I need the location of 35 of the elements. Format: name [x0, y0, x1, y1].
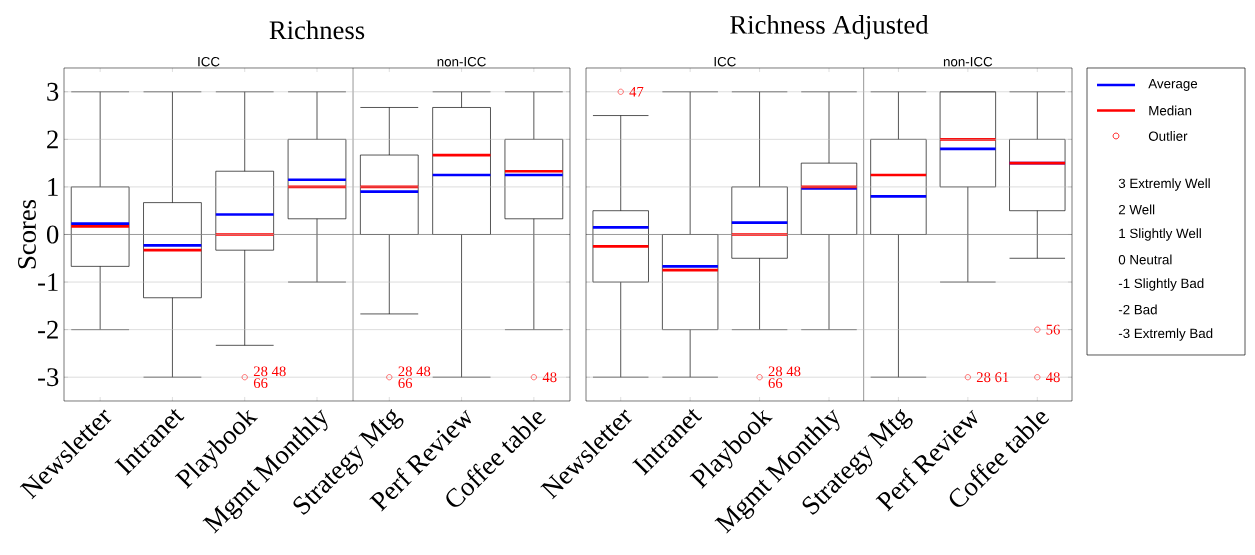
legend-label: Median — [1149, 105, 1192, 116]
annotation: 28 61 — [976, 372, 1009, 383]
legend-label: Outlier — [1148, 131, 1188, 141]
text: 2 Well — [1118, 204, 1155, 215]
annotation: 47 — [629, 86, 644, 97]
band-label: ICC — [714, 56, 736, 67]
text: 1 Slightly Well — [1119, 228, 1201, 241]
annotation: 48 — [1045, 372, 1060, 383]
text: 3 Extremly Well — [1118, 178, 1210, 191]
annotation: 28 48 — [253, 366, 286, 377]
y-tick-label: 3 — [47, 82, 59, 101]
y-tick-label: 0 — [46, 225, 59, 244]
band-label: non-ICC — [437, 56, 486, 67]
annotation: 66 — [398, 378, 413, 388]
annotation: 48 — [542, 372, 557, 383]
annotation: 56 — [1046, 324, 1060, 335]
text: -2 Bad — [1118, 304, 1157, 315]
y-tick-label: 2 — [47, 130, 58, 149]
y-tick-label: 1 — [48, 178, 58, 196]
text: 0 Neutral — [1118, 254, 1172, 265]
text: -3 Extremly Bad — [1118, 328, 1213, 341]
annotation: 66 — [768, 378, 783, 388]
annotation: 28 48 — [768, 366, 801, 377]
legend-label: Average — [1148, 79, 1198, 91]
chart-title: Richness Adjusted — [730, 15, 929, 40]
band-label: non-ICC — [943, 56, 993, 67]
annotation: 66 — [253, 378, 268, 388]
y-tick-label: -2 — [38, 320, 58, 339]
y-tick-label: -3 — [38, 368, 59, 387]
band-label: ICC — [198, 56, 220, 67]
y-axis-title: Scores — [18, 199, 36, 269]
annotation: 28 48 — [398, 366, 431, 377]
chart-title: Richness — [269, 20, 365, 40]
text: -1 Slightly Bad — [1118, 278, 1204, 291]
y-tick-label: -1 — [38, 273, 58, 291]
